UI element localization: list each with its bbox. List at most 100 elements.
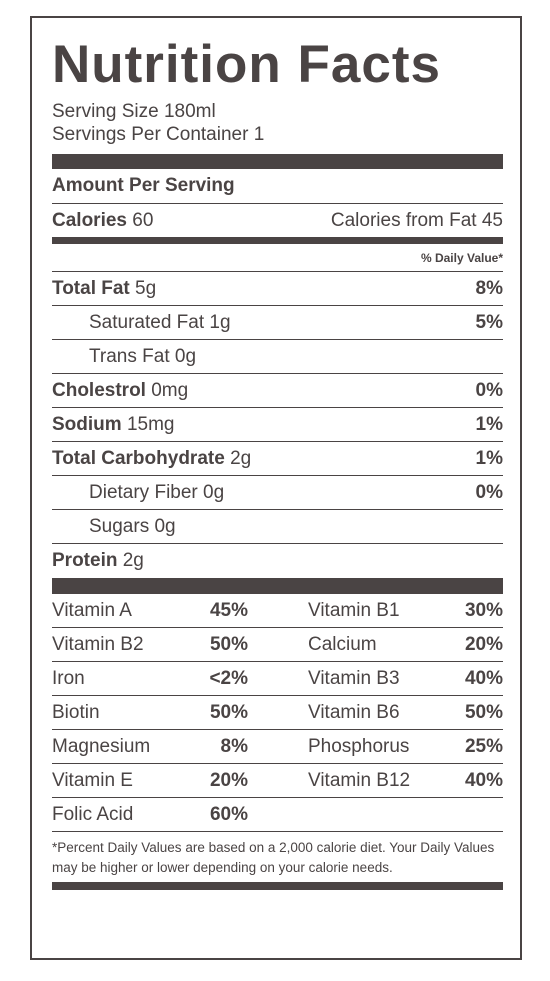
vitamin-name: Folic Acid [52,803,134,825]
nutrition-facts-content: Nutrition Facts Serving Size 180ml Servi… [52,36,503,890]
nutrient-label: Saturated Fat [89,311,205,333]
nutrient-label: Total Carbohydrate [52,447,225,469]
vitamin-cell: Magnesium 8% [52,736,248,758]
nutrient-row: Cholestrol 0mg 0% [52,374,503,408]
nutrient-daily-value: 0% [475,379,503,401]
nutrient-name: Dietary Fiber 0g [52,482,224,504]
vitamin-name: Vitamin B3 [308,667,400,689]
nutrient-name: Trans Fat 0g [52,346,196,368]
nutrient-name: Total Carbohydrate 2g [52,448,251,470]
nutrient-label: Protein [52,550,118,571]
vitamin-daily-value: 20% [209,769,248,791]
nutrient-daily-value: 8% [475,277,503,299]
vitamin-daily-value: 25% [464,735,503,757]
nutrient-name: Sodium 15mg [52,414,174,436]
calories-value: 60 [132,209,154,231]
servings-per-container: Servings Per Container 1 [52,124,265,145]
nutrition-facts-panel: Nutrition Facts Serving Size 180ml Servi… [30,16,522,960]
vitamin-row: Vitamin A 45% Vitamin B1 30% [52,594,503,628]
daily-value-header-row: % Daily Value* [52,244,503,272]
vitamin-cell: Vitamin B12 40% [308,770,503,792]
nutrient-row: Dietary Fiber 0g 0% [52,476,503,510]
nutrient-name: Protein 2g [52,550,144,572]
vitamin-name: Phosphorus [308,735,410,757]
nutrient-label: Sugars [89,515,150,537]
vitamin-cell: Folic Acid 60% [52,804,248,826]
nutrient-daily-value: 1% [475,413,503,435]
nutrient-daily-value: 5% [475,311,503,333]
vitamin-cell: Vitamin A 45% [52,600,248,622]
nutrient-label: Total Fat [52,277,130,299]
calories-label: Calories [52,209,127,231]
vitamin-name: Calcium [308,633,377,655]
vitamin-daily-value: 20% [464,633,503,655]
nutrient-row: Total Fat 5g 8% [52,272,503,306]
thick-divider-vitamins [52,578,503,594]
vitamin-daily-value: 50% [209,701,248,723]
nutrient-amount: 2g [122,550,144,571]
nutrient-amount: 5g [135,277,157,299]
serving-size: Serving Size 180ml [52,101,216,122]
vitamin-cell: Iron <2% [52,668,248,690]
vitamin-name: Vitamin B2 [52,633,144,655]
nutrient-list: Total Fat 5g 8% Saturated Fat 1g 5% Trans Fa… [52,272,503,578]
vitamin-name: Vitamin E [52,769,133,791]
vitamin-cell: Vitamin B6 50% [308,702,503,724]
nutrient-label: Trans Fat [89,345,170,367]
vitamin-list: Vitamin A 45% Vitamin B1 30% Vitamin B2 50% Ca… [52,594,503,832]
nutrient-row: Sugars 0g [52,510,503,544]
vitamin-daily-value: 50% [464,701,503,723]
nutrient-name: Saturated Fat 1g [52,312,231,334]
vitamin-daily-value: 45% [209,599,248,621]
vitamin-daily-value: 40% [464,667,503,689]
bottom-divider [52,882,503,890]
vitamin-daily-value: 30% [464,599,503,621]
vitamin-row: Biotin 50% Vitamin B6 50% [52,696,503,730]
vitamin-daily-value: 60% [209,803,248,825]
nutrient-amount: 0mg [151,379,189,401]
vitamin-cell: Phosphorus 25% [308,736,503,758]
vitamin-name: Vitamin B12 [308,769,411,791]
vitamin-daily-value: <2% [209,667,248,689]
vitamin-name: Magnesium [52,735,151,757]
nutrient-row: Sodium 15mg 1% [52,408,503,442]
nutrient-amount: 15mg [126,413,175,435]
vitamin-daily-value: 50% [209,633,248,655]
nutrient-label: Cholestrol [52,379,146,401]
nutrient-label: Sodium [52,413,122,435]
nutrient-amount: 2g [230,447,252,469]
nutrient-row: Protein 2g [52,544,503,578]
nutrient-amount: 0g [154,515,176,537]
vitamin-cell: Vitamin B3 40% [308,668,503,690]
nutrient-name: Total Fat 5g [52,278,156,300]
vitamin-row: Folic Acid 60% [52,798,503,832]
vitamin-cell: Vitamin B2 50% [52,634,248,656]
daily-value-header: % Daily Value* [420,250,503,265]
nutrient-row: Saturated Fat 1g 5% [52,306,503,340]
calories-row: Calories 60 Calories from Fat 45 [52,204,503,237]
calories-from-fat: Calories from Fat 45 [330,209,503,231]
nutrient-amount: 1g [209,311,231,333]
vitamin-daily-value: 40% [464,769,503,791]
nutrient-amount: 0g [203,481,225,503]
nutrient-name: Sugars 0g [52,516,176,538]
nutrient-amount: 0g [174,345,197,367]
nutrient-daily-value: 1% [475,447,503,469]
vitamin-name: Biotin [52,701,100,723]
footnote: *Percent Daily Values are based on a 2,0… [52,840,495,875]
nutrient-row: Trans Fat 0g [52,340,503,374]
vitamin-cell: Biotin 50% [52,702,248,724]
calories: Calories 60 [52,210,153,232]
vitamin-name: Vitamin B1 [308,599,400,621]
nutrient-daily-value: 0% [475,481,503,503]
vitamin-name: Vitamin A [52,599,132,621]
amount-per-serving: Amount Per Serving [52,175,235,196]
medium-divider [52,237,503,244]
thick-divider [52,154,503,169]
vitamin-name: Iron [52,667,85,689]
label-title: Nutrition Facts [52,35,441,94]
vitamin-cell: Calcium 20% [308,634,503,656]
vitamin-row: Iron <2% Vitamin B3 40% [52,662,503,696]
vitamin-cell: Vitamin E 20% [52,770,248,792]
amount-per-serving-row: Amount Per Serving [52,169,503,204]
